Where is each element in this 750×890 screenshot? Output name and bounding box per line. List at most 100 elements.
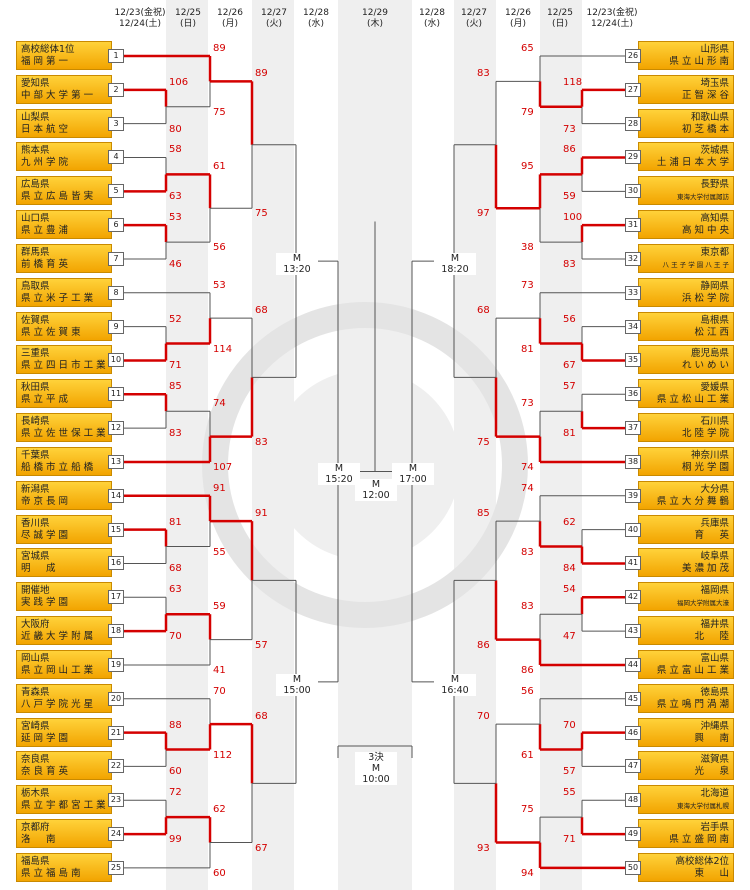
game-score: 68 [477,305,490,317]
team-prefecture: 長崎県 [21,416,50,428]
team-card[interactable]: 群馬県前 橋 育 英 [16,243,112,273]
team-prefecture: 奈良県 [21,754,50,766]
team-card[interactable]: 青森県八 戸 学 院 光 星 [16,683,112,713]
team-card[interactable]: 秋田県県 立 平 成 [16,379,112,409]
game-score: 60 [213,867,226,879]
team-card[interactable]: 山形県県 立 山 形 南 [638,41,734,70]
team-school: 初 芝 橋 本 [681,123,729,135]
date-header: 12/23(金祝) 12/24(土) [105,8,175,30]
team-card[interactable]: 新潟県帝 京 長 岡 [16,480,112,510]
seed-number: 41 [625,556,641,571]
team-card[interactable]: 鳥取県県 立 米 子 工 業 [16,277,112,307]
game-score: 79 [521,106,534,118]
team-card[interactable]: 三重県県 立 四 日 市 工 業 [16,345,112,375]
team-card[interactable]: 開催地実 践 学 園 [16,582,112,612]
team-card[interactable]: 高校総体2位東 山 [638,852,734,882]
team-card[interactable]: 島根県松 江 西 [638,311,734,341]
seed-number: 35 [625,353,641,368]
team-card[interactable]: 茨城県土 浦 日 本 大 学 [638,142,734,172]
team-school: 尽 誠 学 園 [21,529,69,541]
team-card[interactable]: 兵庫県育 英 [638,514,734,544]
team-card[interactable]: 山梨県日 本 航 空 [16,108,112,138]
team-card[interactable]: 福井県北 陸 [638,616,734,646]
team-card[interactable]: 徳島県県 立 鳴 門 渦 潮 [638,683,734,713]
team-card[interactable]: 長崎県県 立 佐 世 保 工 業 [16,413,112,443]
team-card[interactable]: 高知県高 知 中 央 [638,210,734,240]
team-card[interactable]: 大分県県 立 大 分 舞 鶴 [638,480,734,510]
game-score: 89 [255,68,268,80]
team-school: 明 成 [21,563,56,575]
match-time: M 17:00 [392,463,434,486]
team-card[interactable]: 大阪府近 畿 大 学 附 属 [16,616,112,646]
team-prefecture: 兵庫県 [700,517,729,529]
team-card[interactable]: 広島県県 立 広 島 皆 実 [16,176,112,206]
team-card[interactable]: 岐阜県美 濃 加 茂 [638,548,734,578]
game-score: 70 [213,685,226,697]
team-card[interactable]: 埼玉県正 智 深 谷 [638,74,734,104]
team-card[interactable]: 熊本県九 州 学 院 [16,142,112,172]
team-card[interactable]: 佐賀県県 立 佐 賀 東 [16,311,112,341]
team-card[interactable]: 京都府洛 南 [16,819,112,849]
match-time: M 15:00 [276,673,318,696]
team-school: 八 戸 学 院 光 星 [21,698,94,710]
game-score: 83 [521,601,534,613]
team-card[interactable]: 香川県尽 誠 学 園 [16,514,112,544]
team-card[interactable]: 宮城県明 成 [16,548,112,578]
team-card[interactable]: 和歌山県初 芝 橋 本 [638,108,734,138]
team-card[interactable]: 富山県県 立 富 山 工 業 [638,649,734,679]
team-card[interactable]: 山口県県 立 豊 浦 [16,210,112,240]
weekday-label: (月) [221,19,239,29]
team-card[interactable]: 東京都八 王 子 学 園 八 王 子 [638,243,734,273]
team-card[interactable]: 石川県北 陸 学 院 [638,413,734,443]
team-prefecture: 富山県 [700,652,729,664]
team-prefecture: 群馬県 [21,246,50,258]
team-prefecture: 愛媛県 [700,382,729,394]
team-card[interactable]: 福島県県 立 福 島 南 [16,852,112,882]
team-card[interactable]: 滋賀県光 泉 [638,751,734,781]
team-card[interactable]: 沖縄県興 南 [638,717,734,747]
team-card[interactable]: 神奈川県桐 光 学 園 [638,446,734,476]
seed-number: 36 [625,387,641,402]
team-card[interactable]: 高校総体1位福 岡 第 一 [16,41,112,70]
weekday-label: 12/24(土) [591,19,633,29]
game-score: 75 [477,436,490,448]
team-card[interactable]: 愛媛県県 立 松 山 工 業 [638,379,734,409]
team-card[interactable]: 千葉県船 橋 市 立 船 橋 [16,446,112,476]
game-score: 56 [563,313,576,325]
seed-number: 29 [625,150,641,165]
team-card[interactable]: 愛知県中 部 大 学 第 一 [16,74,112,104]
team-card[interactable]: 栃木県県 立 宇 都 宮 工 業 [16,785,112,815]
team-prefecture: 栃木県 [21,788,50,800]
team-card[interactable]: 北海道 東海大学付属札幌 [638,785,734,815]
team-card[interactable]: 奈良県奈 良 育 英 [16,751,112,781]
team-school: 福岡大学附属大濠 [677,599,729,608]
team-prefecture: 高校総体1位 [21,44,75,55]
team-school: 育 英 [694,529,729,541]
team-card[interactable]: 岡山県県 立 岡 山 工 業 [16,649,112,679]
game-score: 56 [521,685,534,697]
team-school: 前 橋 育 英 [21,258,69,270]
team-school: 福 岡 第 一 [21,56,69,67]
game-score: 56 [213,242,226,254]
game-score: 61 [521,749,534,761]
team-card[interactable]: 福岡県 福岡大学附属大濠 [638,582,734,612]
seed-number: 9 [108,319,124,334]
team-school: 県 立 鳴 門 渦 潮 [656,698,729,710]
team-prefecture: 山形県 [700,44,729,55]
date-label: 12/28 [303,8,329,18]
game-score: 73 [521,398,534,410]
team-card[interactable]: 長野県 東海大学付属諏訪 [638,176,734,206]
game-score: 107 [213,461,233,473]
team-prefecture: 高校総体2位 [675,855,729,867]
team-school: 県 立 佐 賀 東 [21,326,81,338]
team-card[interactable]: 岩手県県 立 盛 岡 南 [638,819,734,849]
team-card[interactable]: 静岡県浜 松 学 院 [638,277,734,307]
seed-number: 19 [108,657,124,672]
seed-number: 47 [625,759,641,774]
day-column [166,0,208,890]
team-card[interactable]: 鹿児島県れ い め い [638,345,734,375]
team-school: 美 濃 加 茂 [681,563,729,575]
seed-number: 30 [625,184,641,199]
team-card[interactable]: 宮崎県延 岡 学 園 [16,717,112,747]
team-school: 東海大学付属諏訪 [677,193,729,202]
